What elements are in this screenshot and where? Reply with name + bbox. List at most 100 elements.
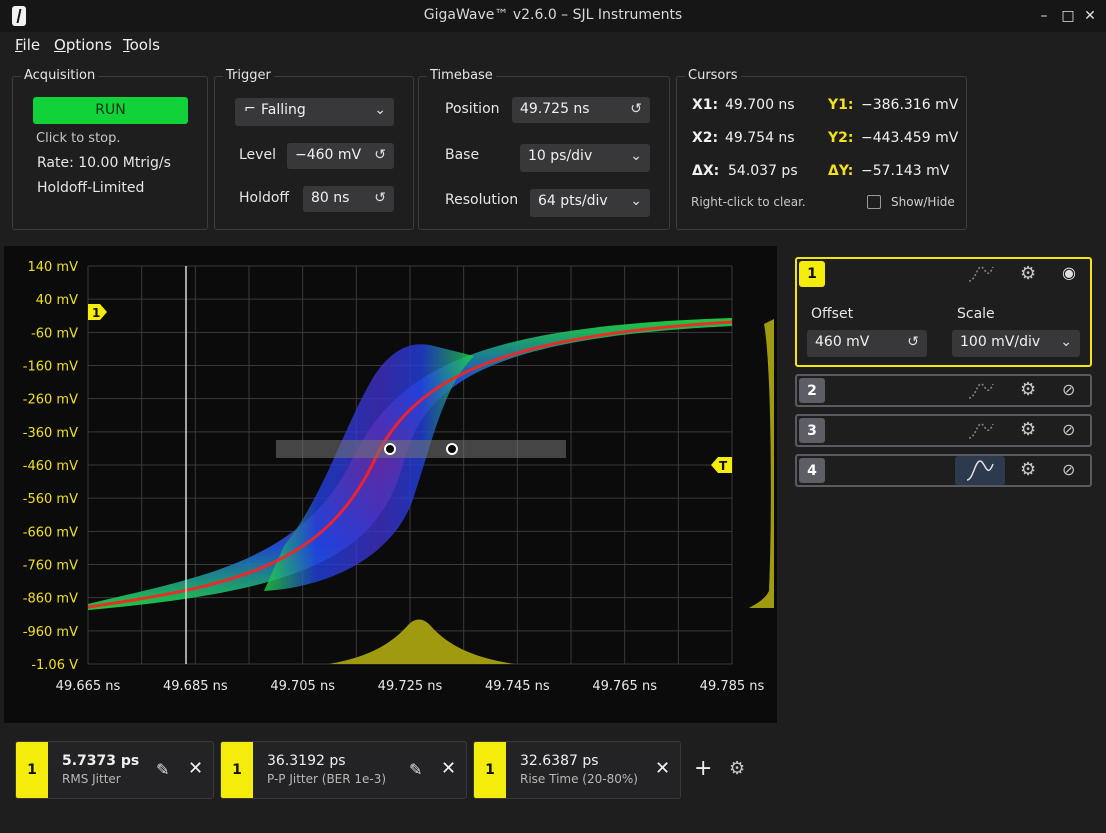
channel-offset-label: Offset <box>811 306 854 322</box>
close-window-button[interactable]: ✕ <box>1084 8 1096 24</box>
channel-4-card[interactable]: 4 ⚙ ⊘ <box>795 454 1092 487</box>
minimize-button[interactable]: – <box>1040 8 1048 24</box>
cursor-dx-value: 54.037 ps <box>728 163 798 179</box>
timebase-base-value: 10 ps/div <box>528 148 593 164</box>
eye-off-icon[interactable]: ⊘ <box>1062 460 1076 479</box>
measurement-1-channel: 1 <box>16 742 48 798</box>
channel-3-card[interactable]: 3 ⚙ ⊘ <box>795 414 1092 447</box>
channel-1-marker[interactable]: 1 <box>88 304 107 320</box>
measurement-1-value: 5.7373 ps <box>62 753 140 769</box>
y-axis-ticks: 140 mV 40 mV -60 mV -160 mV -260 mV -360 mV -4… <box>23 260 78 673</box>
x-tick-label: 49.765 ns <box>592 679 657 694</box>
reset-icon[interactable]: ↺ <box>907 334 919 350</box>
edit-icon[interactable]: ✎ <box>409 760 423 779</box>
app-logo-icon <box>12 6 26 26</box>
waveform-icon[interactable] <box>967 380 995 402</box>
close-icon[interactable]: ✕ <box>441 758 457 779</box>
cursors-title: Cursors <box>685 68 741 83</box>
cursor-x1-label: X1: <box>692 97 719 113</box>
channel-2-card[interactable]: 2 ⚙ ⊘ <box>795 374 1092 407</box>
eye-off-icon[interactable]: ⊘ <box>1062 420 1076 439</box>
channel-1-card[interactable]: 1 ⚙ ◉ Offset 460 mV ↺ Scale 100 mV/div ⌄ <box>795 257 1092 367</box>
reset-icon[interactable]: ↺ <box>374 190 386 206</box>
time-histogram <box>329 619 514 664</box>
cursor-handle-2[interactable] <box>446 443 458 455</box>
gear-icon[interactable]: ⚙ <box>1020 379 1037 400</box>
x-tick-label: 49.745 ns <box>485 679 550 694</box>
timebase-position-field[interactable]: 49.725 ns ↺ <box>512 97 650 123</box>
cursor-band[interactable] <box>276 440 566 458</box>
channel-scale-label: Scale <box>957 306 995 322</box>
close-icon[interactable]: ✕ <box>655 758 671 779</box>
cursor-handle-1[interactable] <box>384 443 396 455</box>
scope-display[interactable]: 1 T 140 mV 40 mV -60 mV -160 mV -260 mV -360 … <box>4 246 777 723</box>
timebase-resolution-label: Resolution <box>445 192 519 208</box>
window-title: GigaWave™ v2.6.0 – SJL Instruments <box>423 7 683 23</box>
menu-options[interactable]: Options <box>54 36 112 54</box>
timebase-base-select[interactable]: 10 ps/div ⌄ <box>520 144 650 172</box>
trigger-holdoff-field[interactable]: 80 ns ↺ <box>303 186 394 212</box>
title-bar: GigaWave™ v2.6.0 – SJL Instruments – □ ✕ <box>0 0 1106 32</box>
waveform-icon-active[interactable] <box>955 456 1005 485</box>
trigger-level-value: −460 mV <box>295 147 362 163</box>
channel-offset-field[interactable]: 460 mV ↺ <box>807 330 927 357</box>
channel-4-number: 4 <box>799 458 825 483</box>
waveform-icon[interactable] <box>967 420 995 442</box>
show-hide-checkbox[interactable] <box>867 195 881 209</box>
trigger-level-marker[interactable]: T <box>711 457 732 473</box>
trigger-edge-select[interactable]: ⌐ Falling ⌄ <box>235 98 394 126</box>
falling-edge-icon: ⌐ <box>244 101 256 117</box>
acquisition-group: Acquisition RUN Click to stop. Rate: 10.… <box>12 68 208 230</box>
measurement-card-3[interactable]: 1 32.6387 ps Rise Time (20-80%) ✕ <box>473 741 681 799</box>
channel-scale-value: 100 mV/div <box>960 334 1041 350</box>
measurement-3-channel: 1 <box>474 742 506 798</box>
trigger-level-label: Level <box>239 147 276 163</box>
x-tick-label: 49.665 ns <box>56 679 121 694</box>
cursor-y2-label: Y2: <box>828 130 854 146</box>
waveform-icon[interactable] <box>967 263 995 285</box>
timebase-resolution-select[interactable]: 64 pts/div ⌄ <box>530 189 650 217</box>
cursor-y2-value: −443.459 mV <box>861 130 959 146</box>
trigger-group: Trigger ⌐ Falling ⌄ Level −460 mV ↺ Hold… <box>214 68 414 230</box>
chevron-down-icon: ⌄ <box>1060 334 1072 350</box>
eye-off-icon[interactable]: ⊘ <box>1062 380 1076 399</box>
y-tick-label: -60 mV <box>31 326 78 341</box>
timebase-position-value: 49.725 ns <box>520 101 590 117</box>
gear-icon[interactable]: ⚙ <box>1020 459 1037 480</box>
menu-file[interactable]: File <box>15 36 41 54</box>
maximize-button[interactable]: □ <box>1061 8 1075 24</box>
gear-icon[interactable]: ⚙ <box>1020 263 1037 284</box>
gear-icon[interactable]: ⚙ <box>1020 419 1037 440</box>
y-tick-label: -160 mV <box>23 360 78 375</box>
run-button[interactable]: RUN <box>33 97 188 124</box>
cursor-x2-value: 49.754 ns <box>725 130 795 146</box>
edit-icon[interactable]: ✎ <box>156 760 170 779</box>
channel-scale-select[interactable]: 100 mV/div ⌄ <box>952 330 1080 357</box>
cursor-dx-label: ΔX: <box>692 163 720 179</box>
x-tick-label: 49.705 ns <box>270 679 335 694</box>
measurement-settings-gear-icon[interactable]: ⚙ <box>729 758 746 779</box>
y-tick-label: 40 mV <box>36 293 78 308</box>
measurement-2-name: P-P Jitter (BER 1e-3) <box>267 772 387 786</box>
measurement-2-channel: 1 <box>221 742 253 798</box>
y-tick-label: -660 mV <box>23 525 78 540</box>
cursor-dy-label: ΔY: <box>828 163 854 179</box>
add-measurement-button[interactable]: + <box>694 756 713 781</box>
trigger-title: Trigger <box>223 68 274 83</box>
menu-tools[interactable]: Tools <box>123 36 160 54</box>
y-tick-label: -360 mV <box>23 426 78 441</box>
reset-icon[interactable]: ↺ <box>374 147 386 163</box>
scope-plot[interactable]: 1 T 140 mV 40 mV -60 mV -160 mV -260 mV -360 … <box>4 246 777 723</box>
x-tick-label: 49.725 ns <box>378 679 443 694</box>
chevron-down-icon: ⌄ <box>374 102 386 118</box>
close-icon[interactable]: ✕ <box>188 758 204 779</box>
eye-icon[interactable]: ◉ <box>1062 263 1076 282</box>
trigger-level-field[interactable]: −460 mV ↺ <box>287 143 394 169</box>
channel-2-number: 2 <box>799 378 825 403</box>
channel-offset-value: 460 mV <box>815 334 870 350</box>
reset-icon[interactable]: ↺ <box>630 101 642 117</box>
measurement-card-1[interactable]: 1 5.7373 ps RMS Jitter ✎ ✕ <box>15 741 214 799</box>
channel-3-number: 3 <box>799 418 825 443</box>
chevron-down-icon: ⌄ <box>630 193 642 209</box>
measurement-card-2[interactable]: 1 36.3192 ps P-P Jitter (BER 1e-3) ✎ ✕ <box>220 741 467 799</box>
